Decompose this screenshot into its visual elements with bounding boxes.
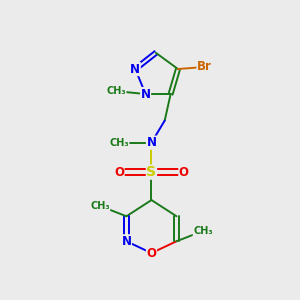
Text: O: O: [179, 166, 189, 178]
Text: N: N: [122, 235, 131, 248]
Text: N: N: [141, 88, 151, 100]
Text: CH₃: CH₃: [90, 201, 110, 211]
Text: Br: Br: [197, 61, 212, 74]
Text: N: N: [130, 62, 140, 76]
Text: CH₃: CH₃: [193, 226, 213, 236]
Text: CH₃: CH₃: [106, 86, 126, 96]
Text: O: O: [114, 166, 124, 178]
Text: N: N: [146, 136, 157, 149]
Text: O: O: [146, 247, 157, 260]
Text: S: S: [146, 165, 157, 179]
Text: CH₃: CH₃: [109, 138, 129, 148]
